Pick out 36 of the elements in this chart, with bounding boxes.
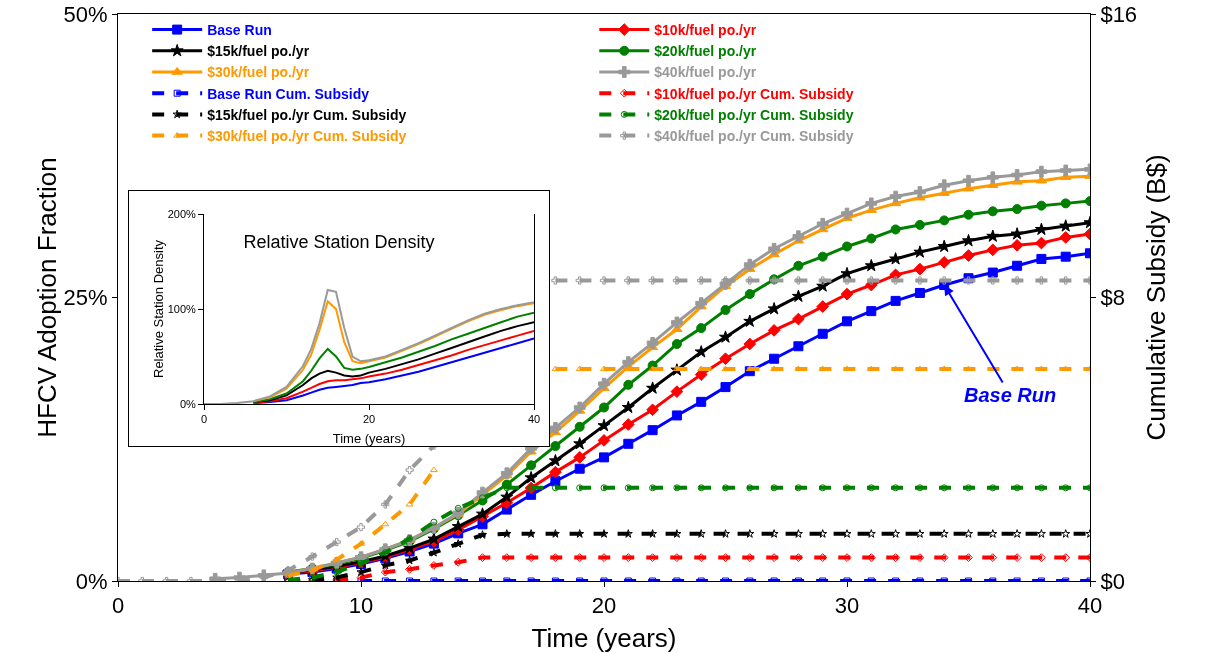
x-tick-label: 40 [1077,593,1103,619]
x-axis-title: Time (years) [332,431,406,446]
legend-label: $30k/fuel po./yr Cum. Subsidy [207,128,407,145]
legend-label: $10k/fuel po./yr [654,22,757,39]
x-tick-label: 0 [200,413,208,426]
y2-tick-label: $0 [1100,568,1125,594]
legend-label: $10k/fuel po./yr Cum. Subsidy [654,85,854,102]
legend-label: $20k/fuel po./yr [654,43,757,60]
y-tick-label: 100% [167,302,197,315]
y-tick-label: 50% [63,1,108,27]
legend-label: Base Run Cum. Subsidy [207,85,370,102]
legend-label: $15k/fuel po./yr [207,43,310,60]
y-tick-label: 200% [167,207,197,220]
legend-label: $15k/fuel po./yr Cum. Subsidy [207,106,407,123]
x-axis-title: Time (years) [531,623,677,653]
x-tick-label: 0 [111,593,125,619]
x-tick-label: 20 [362,413,376,426]
y2-axis-title: Cumulative Subsidy (B$) [1141,154,1171,441]
x-tick-label: 40 [527,413,541,426]
y-axis-title: HFCV Adoption Fraction [31,157,62,438]
x-tick-label: 10 [348,593,374,619]
y2-tick-label: $8 [1100,285,1125,311]
y-axis-title: Relative Station Density [150,239,166,379]
legend-label: $20k/fuel po./yr Cum. Subsidy [654,106,854,123]
legend-label: $30k/fuel po./yr [207,64,310,81]
text: Relative Station Density [243,232,435,253]
y-tick-label: 0% [75,568,108,594]
x-tick-label: 30 [834,593,860,619]
y-tick-label: 25% [63,285,108,311]
annotation: Base Run [964,384,1057,406]
y-tick-label: 0% [179,397,197,410]
legend-label: $40k/fuel po./yr [654,64,757,81]
legend-label: Base Run [207,22,272,39]
y2-tick-label: $16 [1100,1,1138,27]
legend-label: $40k/fuel po./yr Cum. Subsidy [654,128,854,145]
x-tick-label: 20 [591,593,617,619]
